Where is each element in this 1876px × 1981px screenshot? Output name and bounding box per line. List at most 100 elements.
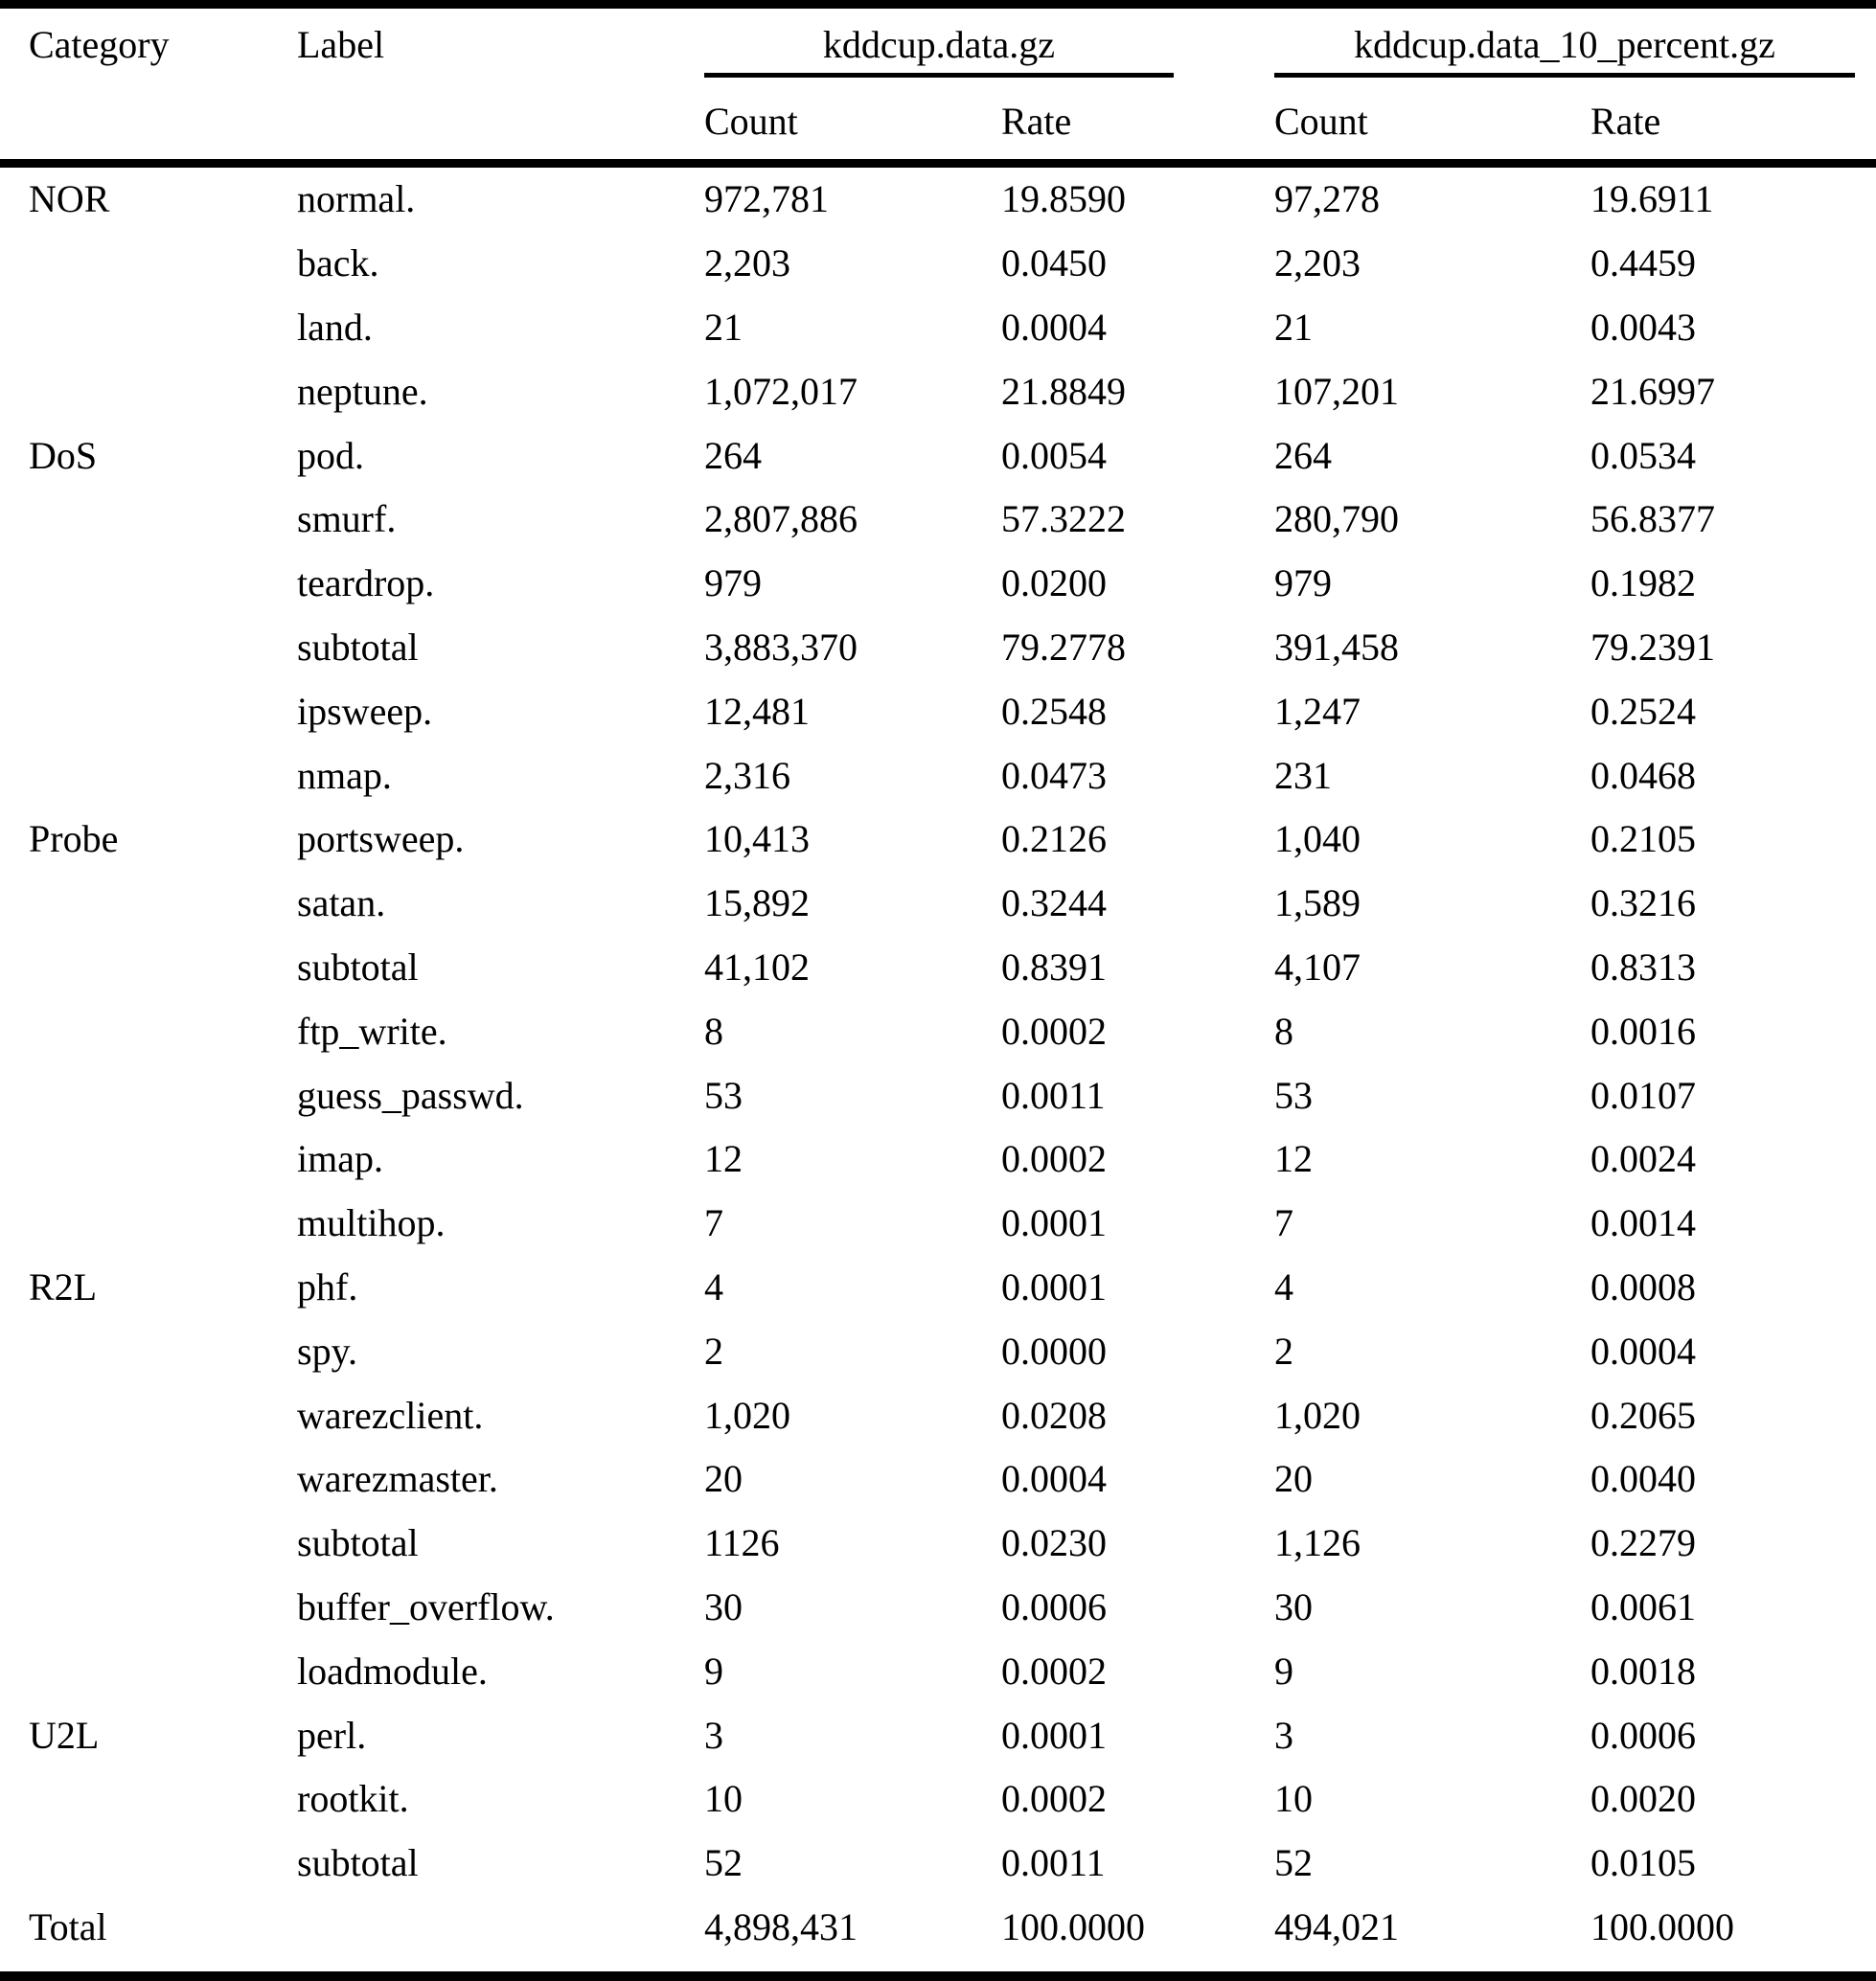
table-row: warezmaster. 20 0.0004 20 0.0040 xyxy=(0,1447,1876,1512)
row-rate-10pct: 0.0534 xyxy=(1590,433,1696,477)
row-rate-full: 0.0001 xyxy=(1001,1264,1107,1309)
row-label: warezclient. xyxy=(297,1393,484,1437)
row-label: imap. xyxy=(297,1137,383,1181)
table-row: NOR normal. 972,781 19.8590 97,278 19.69… xyxy=(0,168,1876,232)
row-label: smurf. xyxy=(297,497,397,541)
table-row: multihop. 7 0.0001 7 0.0014 xyxy=(0,1192,1876,1256)
row-count-10pct: 391,458 xyxy=(1274,625,1399,669)
row-rate-10pct: 0.0016 xyxy=(1590,1009,1696,1053)
row-category: Probe xyxy=(29,817,119,861)
table-row: back. 2,203 0.0450 2,203 0.4459 xyxy=(0,232,1876,296)
row-rate-full: 100.0000 xyxy=(1001,1904,1145,1948)
row-category: U2L xyxy=(29,1713,100,1757)
table-row: subtotal 1126 0.0230 1,126 0.2279 xyxy=(0,1512,1876,1576)
row-count-full: 1126 xyxy=(704,1521,780,1565)
row-rate-10pct: 0.0468 xyxy=(1590,753,1696,797)
row-count-full: 12,481 xyxy=(704,689,810,733)
row-count-full: 2,203 xyxy=(704,241,790,285)
row-rate-10pct: 0.0018 xyxy=(1590,1649,1696,1693)
row-count-10pct: 1,040 xyxy=(1274,817,1361,861)
table-row: satan. 15,892 0.3244 1,589 0.3216 xyxy=(0,872,1876,936)
row-count-10pct: 52 xyxy=(1274,1841,1313,1885)
table-body: NOR normal. 972,781 19.8590 97,278 19.69… xyxy=(0,168,1876,1959)
row-label: subtotal xyxy=(297,625,419,669)
row-count-full: 8 xyxy=(704,1009,723,1053)
row-label: perl. xyxy=(297,1713,367,1757)
table-row: R2L phf. 4 0.0001 4 0.0008 xyxy=(0,1256,1876,1320)
row-count-full: 20 xyxy=(704,1457,743,1501)
row-rate-full: 79.2778 xyxy=(1001,625,1126,669)
column-header-rate-10pct: Rate xyxy=(1590,100,1661,143)
table-row: smurf. 2,807,886 57.3222 280,790 56.8377 xyxy=(0,488,1876,552)
row-count-10pct: 3 xyxy=(1274,1713,1293,1757)
row-rate-10pct: 0.0006 xyxy=(1590,1713,1696,1757)
column-header-label: Label xyxy=(297,23,385,66)
row-count-full: 21 xyxy=(704,305,743,349)
row-count-full: 979 xyxy=(704,561,762,605)
row-label: subtotal xyxy=(297,1841,419,1885)
row-rate-full: 0.0473 xyxy=(1001,753,1107,797)
row-count-full: 972,781 xyxy=(704,177,829,221)
row-count-10pct: 53 xyxy=(1274,1073,1313,1117)
row-count-10pct: 12 xyxy=(1274,1137,1313,1181)
table-row: imap. 12 0.0002 12 0.0024 xyxy=(0,1127,1876,1192)
table-header-measures: Count Rate Count Rate xyxy=(0,78,1876,159)
row-rate-full: 21.8849 xyxy=(1001,369,1126,413)
table-row: warezclient. 1,020 0.0208 1,020 0.2065 xyxy=(0,1383,1876,1447)
row-label: multihop. xyxy=(297,1201,446,1245)
row-rate-full: 0.0002 xyxy=(1001,1009,1107,1053)
row-rate-full: 0.0011 xyxy=(1001,1073,1106,1117)
row-label: ipsweep. xyxy=(297,689,433,733)
row-rate-full: 0.0011 xyxy=(1001,1841,1106,1885)
row-label: nmap. xyxy=(297,753,392,797)
row-count-10pct: 97,278 xyxy=(1274,177,1380,221)
row-label: subtotal xyxy=(297,945,419,989)
header-spacer xyxy=(297,78,704,159)
row-label: back. xyxy=(297,241,379,285)
row-rate-full: 0.2548 xyxy=(1001,689,1107,733)
row-label: spy. xyxy=(297,1329,357,1373)
row-count-10pct: 2,203 xyxy=(1274,241,1361,285)
group-header-kddcup-data-10-percent: kddcup.data_10_percent.gz xyxy=(1274,9,1855,78)
row-count-full: 53 xyxy=(704,1073,743,1117)
row-rate-full: 0.0004 xyxy=(1001,305,1107,349)
row-label: teardrop. xyxy=(297,561,435,605)
row-rate-10pct: 0.2105 xyxy=(1590,817,1696,861)
row-rate-10pct: 0.2524 xyxy=(1590,689,1696,733)
row-count-10pct: 7 xyxy=(1274,1201,1293,1245)
row-count-10pct: 1,589 xyxy=(1274,881,1361,925)
row-rate-full: 57.3222 xyxy=(1001,497,1126,541)
row-label: neptune. xyxy=(297,369,428,413)
row-count-full: 2 xyxy=(704,1329,723,1373)
row-rate-full: 0.0002 xyxy=(1001,1137,1107,1181)
row-rate-full: 0.0004 xyxy=(1001,1457,1107,1501)
row-rate-10pct: 0.0014 xyxy=(1590,1201,1696,1245)
row-rate-10pct: 0.2065 xyxy=(1590,1393,1696,1437)
table-row: nmap. 2,316 0.0473 231 0.0468 xyxy=(0,743,1876,808)
row-label: phf. xyxy=(297,1264,358,1309)
row-label: land. xyxy=(297,305,373,349)
row-rate-10pct: 100.0000 xyxy=(1590,1904,1734,1948)
row-rate-10pct: 0.0020 xyxy=(1590,1777,1696,1821)
row-rate-full: 0.0230 xyxy=(1001,1521,1107,1565)
row-count-full: 4 xyxy=(704,1264,723,1309)
table-row: subtotal 52 0.0011 52 0.0105 xyxy=(0,1832,1876,1896)
row-category: R2L xyxy=(29,1264,98,1309)
row-count-10pct: 4 xyxy=(1274,1264,1293,1309)
table-row: U2L perl. 3 0.0001 3 0.0006 xyxy=(0,1703,1876,1767)
row-count-full: 1,020 xyxy=(704,1393,790,1437)
header-divider-rule xyxy=(0,159,1876,168)
row-rate-full: 0.0001 xyxy=(1001,1713,1107,1757)
table-row: teardrop. 979 0.0200 979 0.1982 xyxy=(0,552,1876,616)
table-row: DoS pod. 264 0.0054 264 0.0534 xyxy=(0,423,1876,488)
row-label: satan. xyxy=(297,881,386,925)
row-rate-10pct: 0.3216 xyxy=(1590,881,1696,925)
row-count-10pct: 2 xyxy=(1274,1329,1293,1373)
row-rate-full: 0.0001 xyxy=(1001,1201,1107,1245)
row-count-10pct: 10 xyxy=(1274,1777,1313,1821)
row-count-10pct: 1,020 xyxy=(1274,1393,1361,1437)
row-rate-full: 0.0054 xyxy=(1001,433,1107,477)
row-count-10pct: 1,126 xyxy=(1274,1521,1361,1565)
table-row: ftp_write. 8 0.0002 8 0.0016 xyxy=(0,999,1876,1063)
